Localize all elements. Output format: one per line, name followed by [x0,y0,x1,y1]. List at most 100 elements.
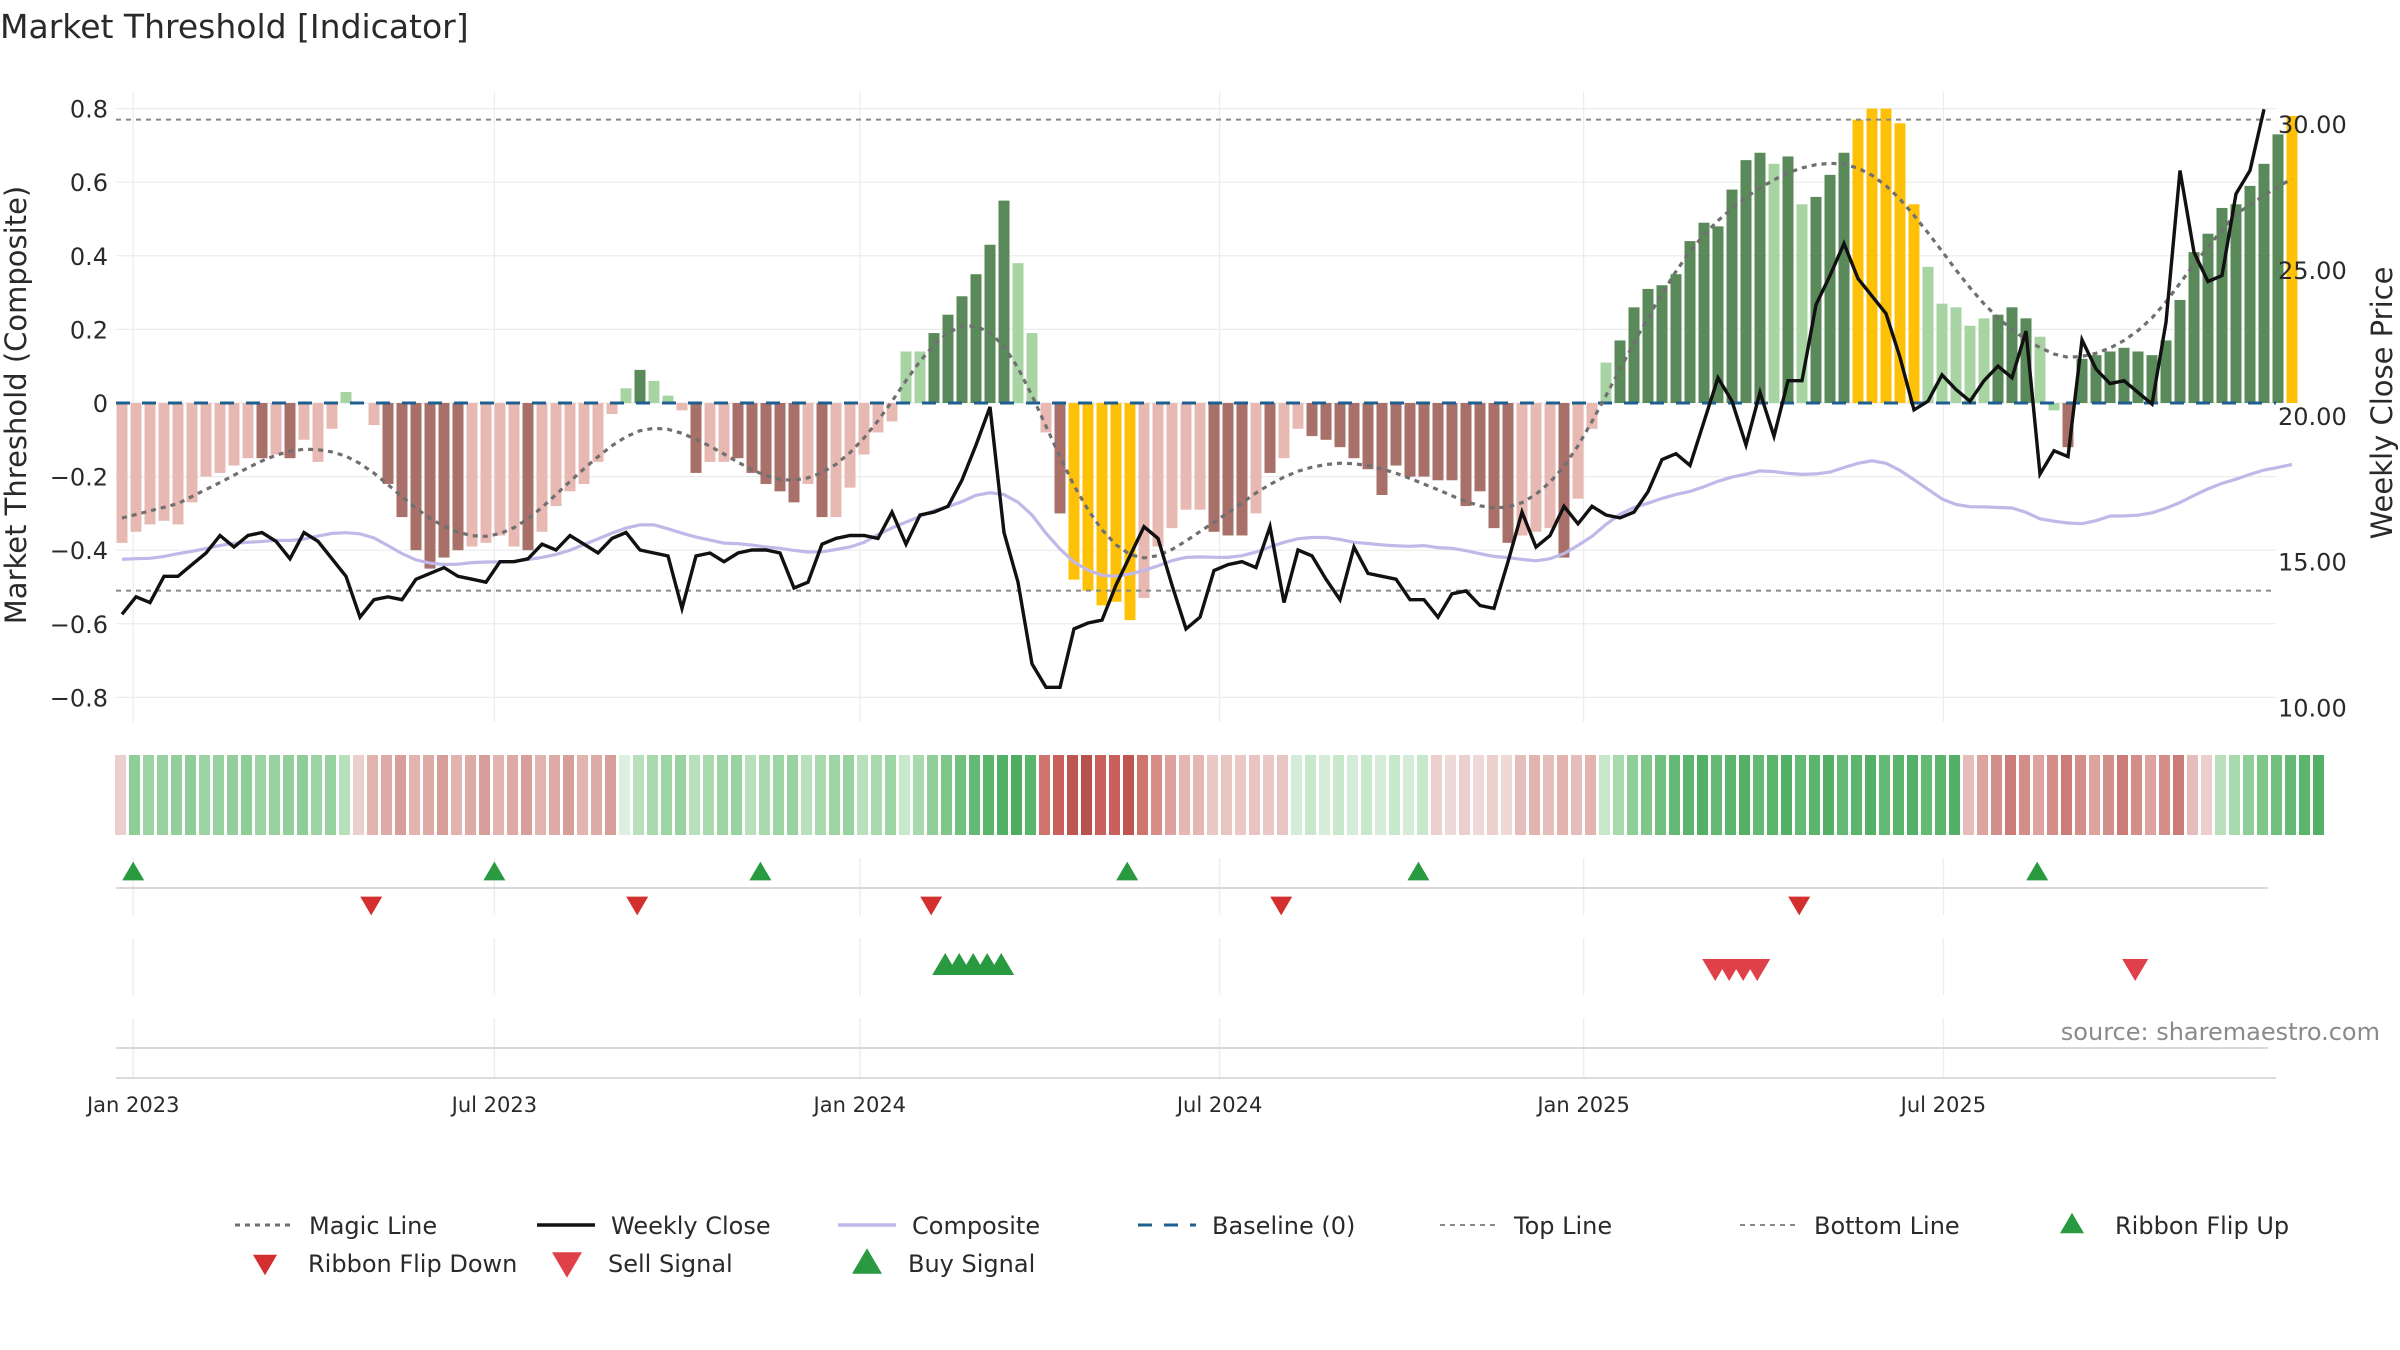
composite-bar [2188,252,2200,403]
composite-bar [858,403,870,455]
ribbon-cell [2103,755,2114,835]
composite-bar [1572,403,1584,499]
composite-bar [1488,403,1500,529]
ribbon-cell [1683,755,1694,835]
ribbon-cell [409,755,420,835]
ribbon-cell [2089,755,2100,835]
left-tick-label: 0 [93,390,108,418]
ribbon-cell [1235,755,1246,835]
ribbon-cell [591,755,602,835]
buy-signal-marker [988,952,1015,976]
legend-item-bottom: Bottom Line [1740,1212,1960,1240]
legend-swatch [552,1252,582,1278]
x-tick-label: Jul 2025 [1899,1093,1986,1117]
composite-bar [732,403,744,459]
ribbon-cell [213,755,224,835]
legend-item-close: Weekly Close [537,1212,771,1240]
ribbon-cell [1389,755,1400,835]
composite-bar [1656,285,1668,403]
ribbon-cell [633,755,644,835]
composite-bar [2118,347,2130,403]
composite-bar [942,314,954,403]
composite-bar [312,403,324,462]
composite-bar [2132,351,2144,403]
ribbon-cell [2047,755,2058,835]
composite-bar [536,403,548,532]
composite-bar [1264,403,1276,473]
composite-bar [1628,307,1640,403]
legend: Magic Line Weekly Close Composite Baseline … [235,1212,2289,1278]
legend-label: Composite [912,1212,1040,1240]
ribbon-cell [241,755,252,835]
ribbon-cell [941,755,952,835]
ribbon-cell [1529,755,1540,835]
ribbon-cell [325,755,336,835]
ribbon-cell [843,755,854,835]
ribbon-cell [2215,755,2226,835]
ribbon-cell [1487,755,1498,835]
ribbon-cell [1193,755,1204,835]
composite-bar [116,403,128,543]
ribbon-cell [2005,755,2016,835]
ribbon-cell [2061,755,2072,835]
ribbon-cell [479,755,490,835]
ribbon-flip-down-marker [626,896,649,916]
ribbon-cell [1249,755,1260,835]
ribbon-cell [1571,755,1582,835]
ribbon-cell [535,755,546,835]
composite-bar [1908,204,1920,403]
ribbon-cell [1305,755,1316,835]
ribbon-cell [2159,755,2170,835]
ribbon-cell [269,755,280,835]
ribbon-cell [1417,755,1428,835]
ribbon-cell [1445,755,1456,835]
ribbon-cell [143,755,154,835]
composite-bar [1040,403,1052,433]
ribbon-cell [899,755,910,835]
ribbon-cell [1977,755,1988,835]
ribbon-cell [1599,755,1610,835]
ribbon-cell [675,755,686,835]
ribbon-flip-up-marker [749,861,772,881]
ribbon-cell [647,755,658,835]
composite-bar [914,351,926,403]
composite-bar [494,403,506,536]
ribbon-cell [353,755,364,835]
ribbon-cell [1697,755,1708,835]
trend-ribbon [115,755,2324,835]
composite-bar [1236,403,1248,536]
ribbon-cell [297,755,308,835]
composite-bar [1544,403,1556,529]
ribbon-cell [1627,755,1638,835]
composite-bar [2104,351,2116,403]
ribbon-cell [2117,755,2128,835]
composite-bar [1124,403,1136,621]
composite-bar [1334,403,1346,448]
ribbon-cell [1039,755,1050,835]
legend-label: Bottom Line [1814,1212,1960,1240]
legend-label: Top Line [1513,1212,1612,1240]
composite-bar [1054,403,1066,514]
ribbon-cell [661,755,672,835]
ribbon-cell [1767,755,1778,835]
composite-bar [606,403,618,415]
right-axis-title: Weekly Close Price [2365,267,2399,540]
left-tick-label: 0.6 [70,169,108,197]
ribbon-cell [2131,755,2142,835]
composite-bar [1838,152,1850,403]
ribbon-cell [1473,755,1484,835]
right-tick-label: 15.00 [2278,549,2347,577]
ribbon-cell [2173,755,2184,835]
ribbon-cell [1515,755,1526,835]
ribbon-cell [2075,755,2086,835]
composite-bar [2006,307,2018,403]
ribbon-cell [619,755,630,835]
ribbon-cell [171,755,182,835]
composite-bar [578,403,590,484]
ribbon-cell [1865,755,1876,835]
ribbon-cell [185,755,196,835]
composite-bar [2174,299,2186,403]
sell-signal-marker [2122,958,2149,982]
composite-bar [1642,288,1654,403]
